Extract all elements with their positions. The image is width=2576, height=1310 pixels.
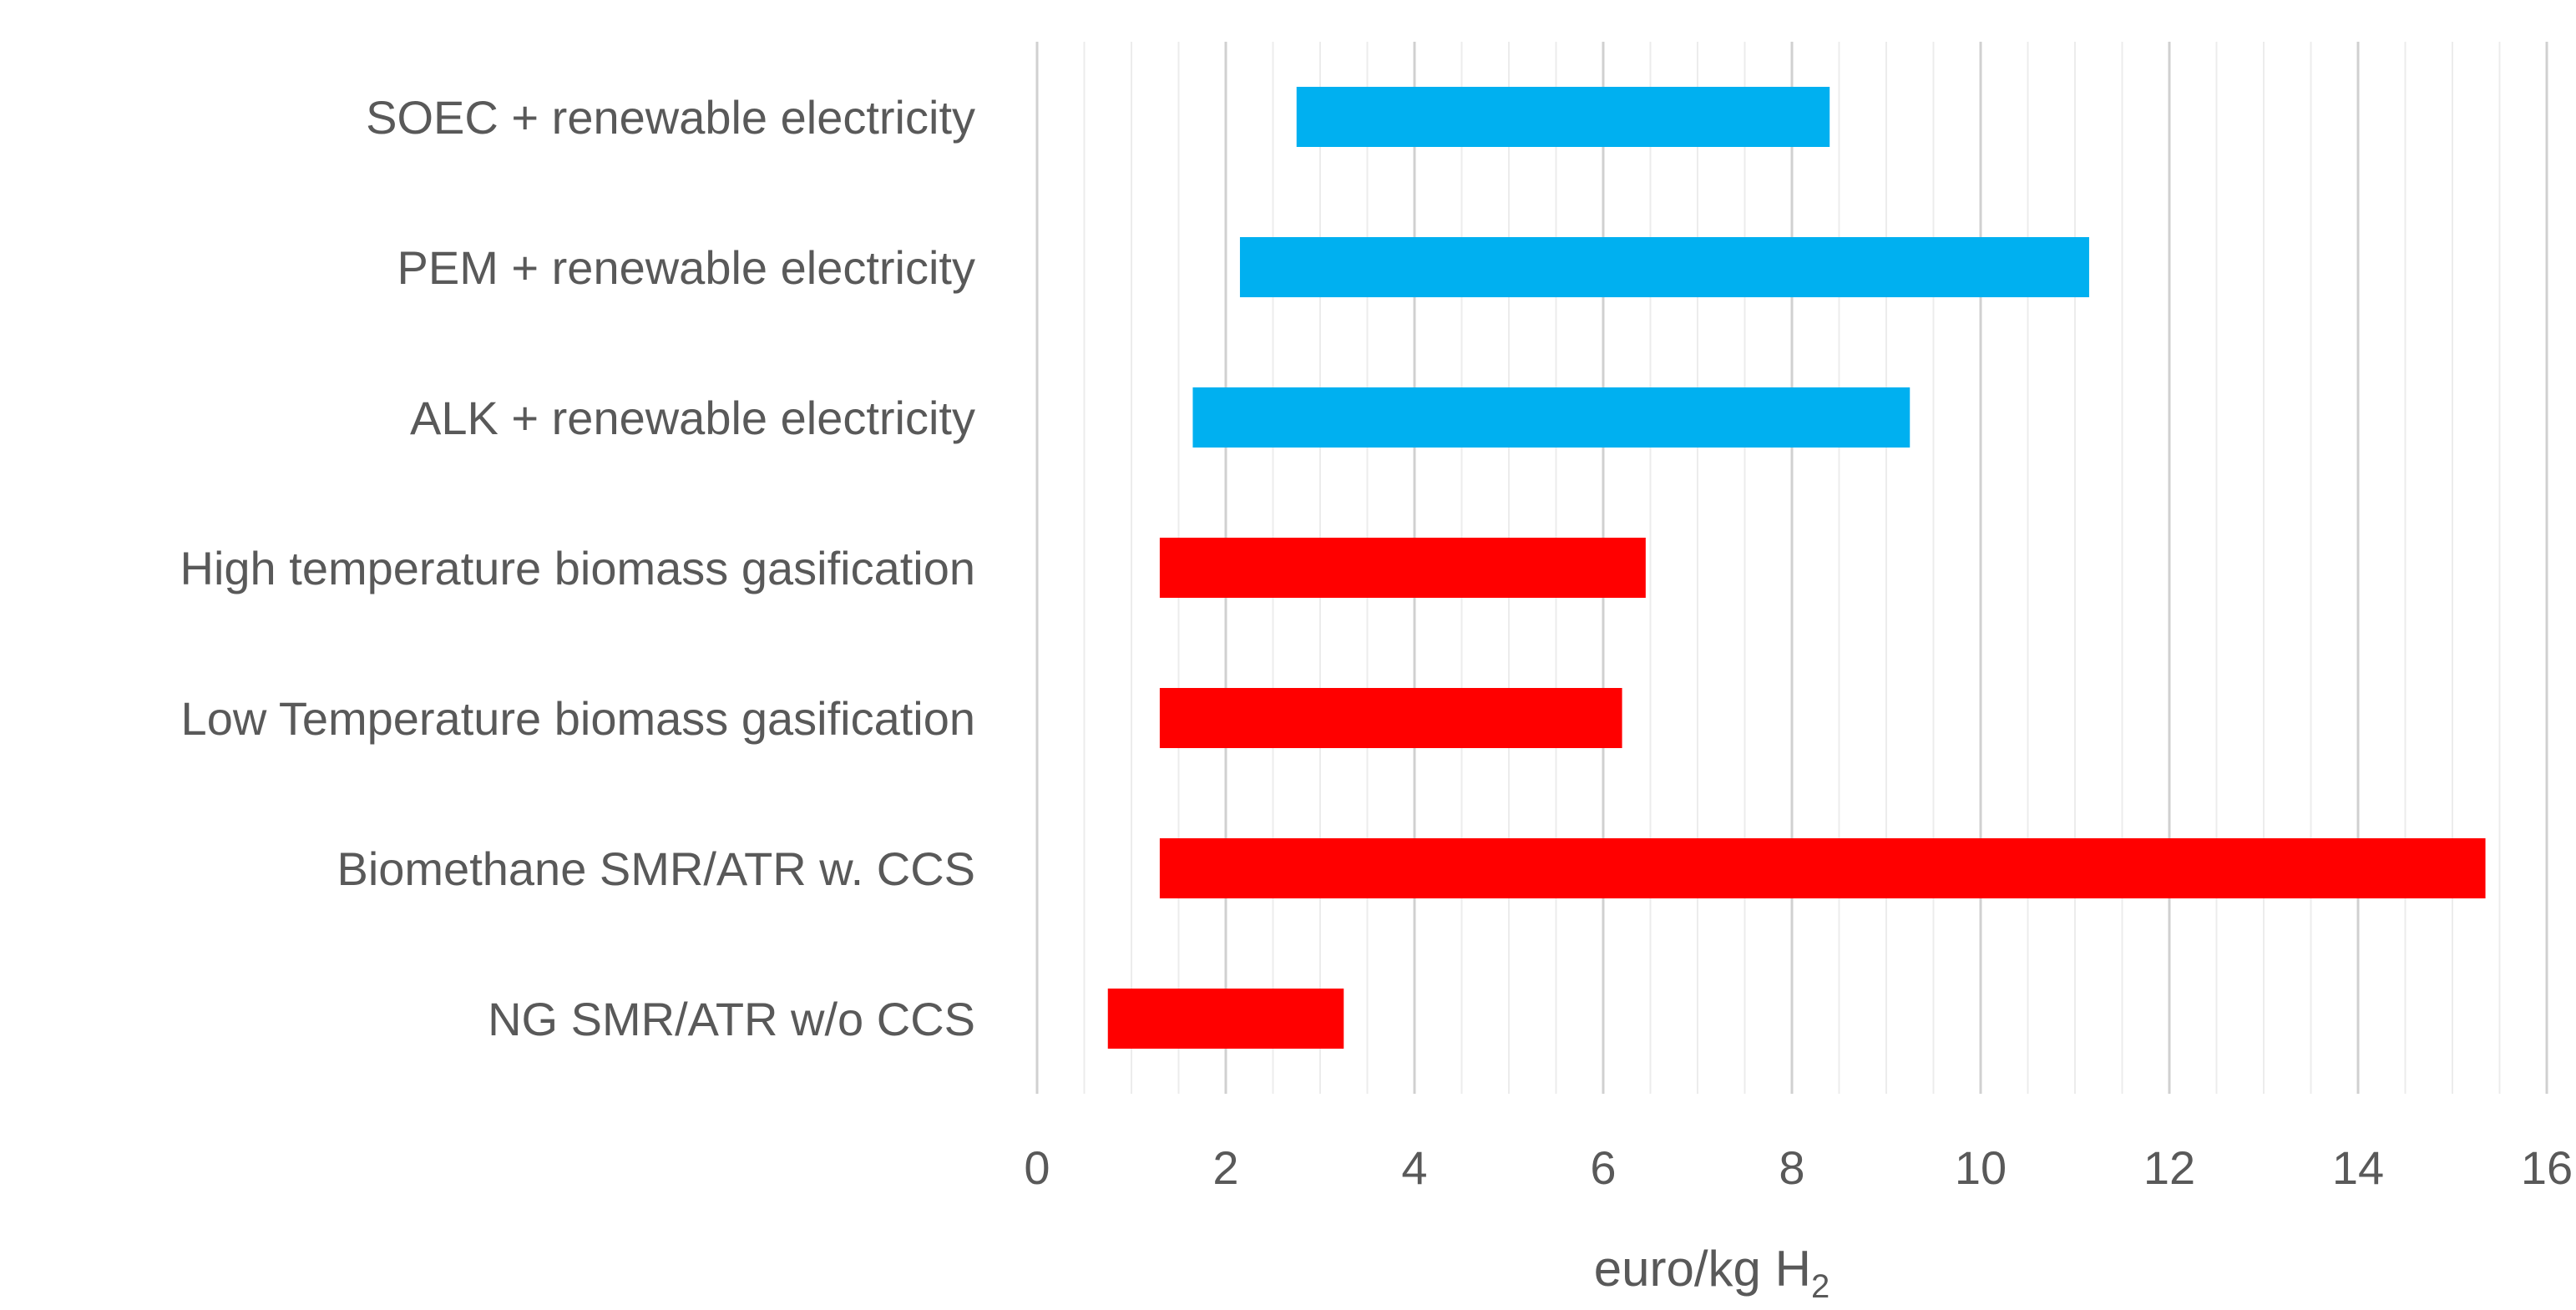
x-tick-label: 4 — [1401, 1141, 1427, 1194]
bars — [1107, 87, 2486, 1049]
x-axis-title-subscript: 2 — [1811, 1268, 1830, 1305]
range-bar — [1107, 989, 1344, 1049]
x-tick-label: 16 — [2521, 1141, 2573, 1194]
range-bar — [1159, 688, 1622, 748]
category-label: Biomethane SMR/ATR w. CCS — [337, 842, 975, 895]
minor-gridlines — [1083, 42, 2501, 1094]
x-tick-label: 12 — [2143, 1141, 2195, 1194]
category-labels: SOEC + renewable electricity PEM + renewa… — [180, 91, 975, 1045]
x-axis-title: euro/kg H2 — [1594, 1241, 1830, 1305]
x-axis-title-main: euro/kg H — [1594, 1241, 1811, 1297]
x-tick-labels: 0 2 4 6 8 10 12 14 16 — [1024, 1141, 2573, 1194]
category-label: SOEC + renewable electricity — [366, 91, 975, 144]
x-tick-label: 10 — [1955, 1141, 2007, 1194]
x-tick-label: 14 — [2332, 1141, 2384, 1194]
x-tick-label: 0 — [1024, 1141, 1050, 1194]
category-label: PEM + renewable electricity — [397, 241, 975, 294]
category-label: Low Temperature biomass gasification — [181, 692, 975, 745]
category-label: NG SMR/ATR w/o CCS — [488, 993, 975, 1045]
x-tick-label: 6 — [1590, 1141, 1616, 1194]
range-bar — [1239, 237, 2089, 297]
category-label: High temperature biomass gasification — [180, 542, 975, 594]
category-label: ALK + renewable electricity — [410, 392, 975, 444]
range-bar — [1192, 387, 1910, 448]
range-bar — [1159, 538, 1646, 598]
range-bar — [1296, 87, 1830, 147]
range-bar — [1159, 838, 2486, 898]
x-tick-label: 8 — [1779, 1141, 1804, 1194]
x-tick-label: 2 — [1212, 1141, 1238, 1194]
